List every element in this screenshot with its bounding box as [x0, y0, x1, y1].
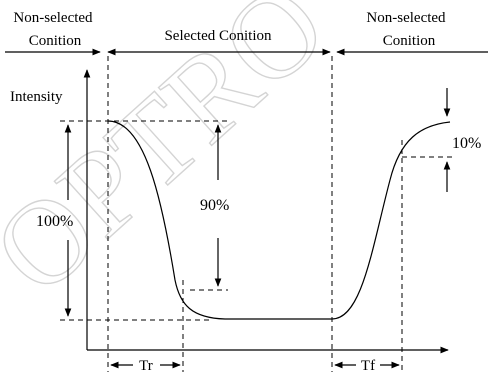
y-axis-label: Intensity — [10, 89, 63, 105]
left-region-label-2: Conition — [29, 33, 82, 49]
fall-time-label: Tf — [361, 358, 375, 374]
rise-time-label: Tr — [139, 358, 153, 374]
intensity-curve — [107, 120, 451, 320]
label-100-percent: 100% — [36, 213, 73, 230]
right-region-label-1: Non-selected — [366, 10, 446, 26]
right-region-label-2: Conition — [383, 33, 436, 49]
selected-region-label: Selected Conition — [164, 28, 272, 44]
label-10-percent: 10% — [452, 135, 481, 152]
label-90-percent: 90% — [200, 197, 229, 214]
left-region-label-1: Non-selected — [13, 10, 93, 26]
